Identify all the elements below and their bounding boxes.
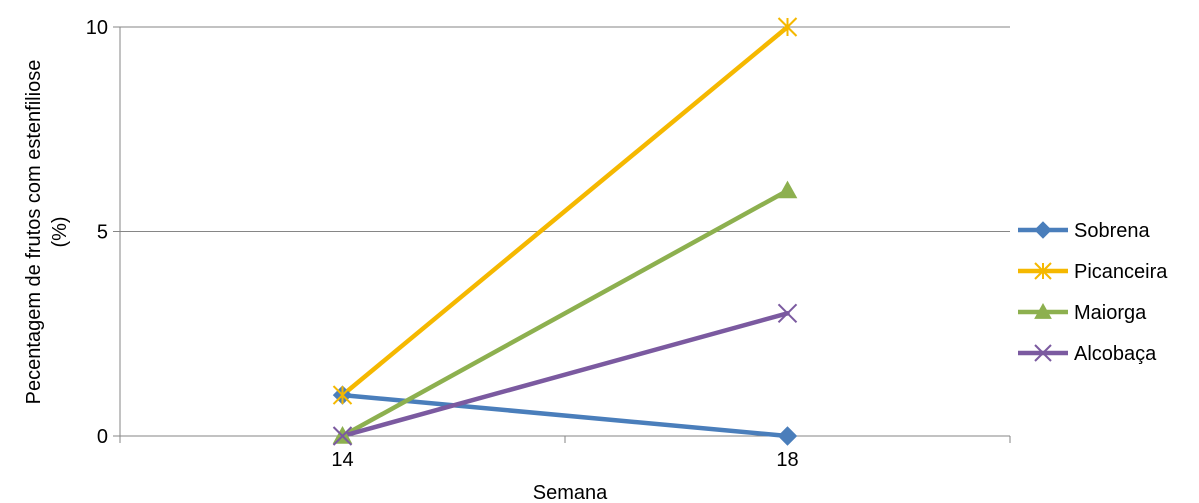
series-line [340, 311, 790, 439]
series-line [340, 24, 790, 398]
legend-label: Sobrena [1074, 220, 1150, 242]
x-axis-title: Semana [533, 482, 608, 503]
marker-asterisk [1034, 262, 1052, 280]
y-axis-title: Pecentagem de frutos com estenfiliose (%) [23, 60, 71, 405]
legend: Sobrena Picanceira Maiorga Alcobaça [1018, 220, 1168, 365]
marker-x [777, 303, 798, 324]
x-tick-label: 18 [776, 449, 798, 471]
marker-triangle [777, 180, 798, 199]
marker-asterisk [332, 385, 353, 405]
axes [113, 26, 1011, 443]
series-line [340, 392, 790, 439]
x-tick-label: 14 [331, 449, 353, 471]
y-axis-title-line: (%) [49, 216, 71, 247]
y-tick-label: 0 [97, 426, 108, 448]
series-layer [340, 24, 790, 439]
marker-diamond [1034, 221, 1052, 239]
y-tick-label: 5 [97, 222, 108, 244]
marker-x [332, 426, 353, 446]
legend-label: Maiorga [1074, 302, 1147, 324]
markers-layer [332, 17, 798, 446]
marker-diamond [777, 426, 798, 446]
y-axis-title-line: Pecentagem de frutos com estenfiliose [23, 60, 45, 405]
y-tick-label: 10 [86, 17, 108, 39]
gridlines [120, 26, 1010, 232]
marker-triangle [1034, 302, 1052, 319]
legend-item: Alcobaça [1018, 343, 1157, 365]
marker-asterisk [777, 17, 798, 37]
legend-label: Alcobaça [1074, 343, 1157, 365]
legend-item: Maiorga [1018, 302, 1147, 324]
series-line [340, 188, 790, 439]
legend-item: Sobrena [1018, 220, 1150, 242]
legend-label: Picanceira [1074, 261, 1168, 283]
marker-x [1034, 344, 1052, 362]
legend-item: Picanceira [1018, 261, 1168, 283]
labels-layer: 0 5 10 14 18 Semana Pecentagem de frutos com e… [23, 17, 799, 503]
